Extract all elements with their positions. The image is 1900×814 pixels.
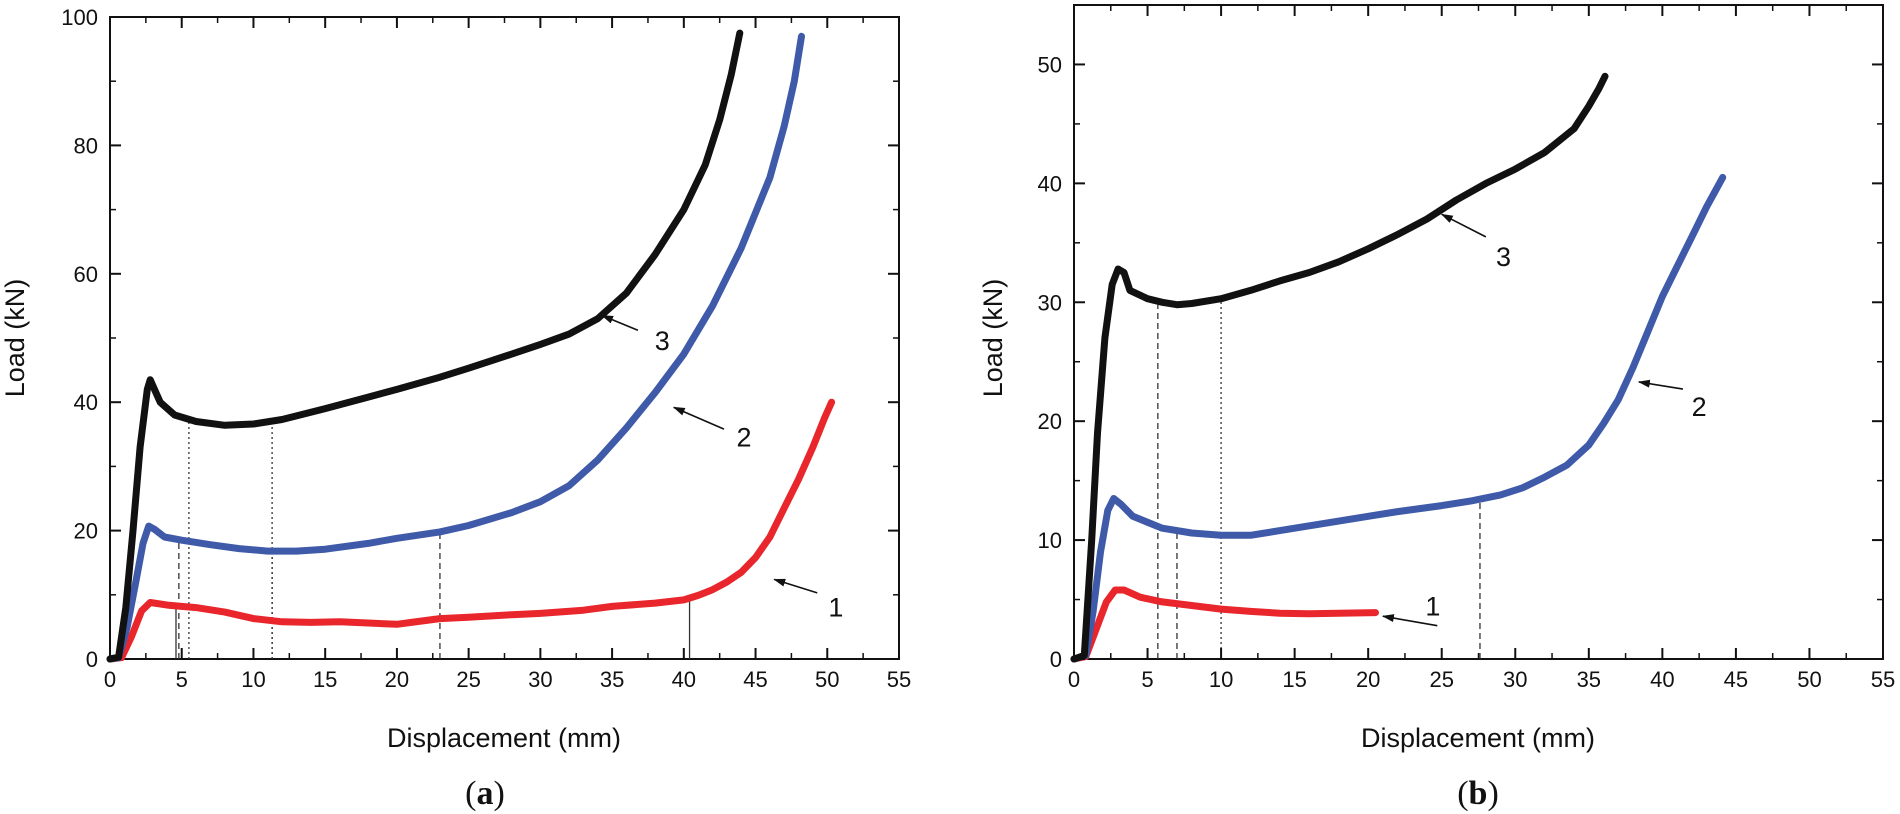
panel-b-droplines (1157, 299, 1481, 659)
curve-1-label: 1 (1425, 592, 1440, 622)
x-tick-label: 45 (1724, 667, 1748, 692)
y-tick-label: 40 (1038, 171, 1062, 196)
x-tick-label: 0 (1068, 667, 1080, 692)
series-2-curve (106, 32, 805, 663)
y-tick-label: 60 (74, 262, 98, 287)
x-tick-label: 45 (743, 667, 767, 692)
curve-2-label: 2 (737, 423, 752, 453)
x-tick-label: 25 (1429, 667, 1453, 692)
curve-1-label: 1 (828, 593, 843, 623)
panel-a-plot-frame (109, 16, 900, 660)
y-tick-label: 20 (74, 519, 98, 544)
panel-a-chart: 1 2 3 0 5 10 15 20 25 30 35 40 45 50 55 0 20 40 60 80 100 D… (0, 5, 911, 812)
x-tick-label: 30 (1503, 667, 1527, 692)
curve-1-arrow (1381, 614, 1438, 627)
y-tick-label: 0 (1050, 647, 1062, 672)
x-tick-label: 20 (385, 667, 409, 692)
panel-a-x-axis-label: Displacement (mm) (387, 723, 621, 753)
curve-3-label: 3 (1496, 242, 1511, 272)
panel-a-curves (106, 29, 836, 663)
y-tick-label: 30 (1038, 290, 1062, 315)
panel-b-y-axis-label: Load (kN) (978, 279, 1008, 398)
curve-2-arrow (1637, 379, 1684, 390)
series-2-curve (1070, 173, 1727, 663)
curve-3-label: 3 (655, 326, 670, 356)
x-tick-label: 10 (241, 667, 265, 692)
series-1-curve (106, 398, 836, 663)
panel-a-axis-ticks: 0 5 10 15 20 25 30 35 40 45 50 55 0 20 40 60 80 100 (61, 5, 911, 692)
series-1-curve (1070, 586, 1379, 663)
y-tick-label: 0 (86, 647, 98, 672)
panel-b-curves (1070, 72, 1727, 663)
x-tick-label: 35 (600, 667, 624, 692)
panel-a-y-axis-label: Load (kN) (0, 279, 30, 398)
panel-b-annotations: 1 2 3 (1381, 213, 1707, 627)
curve-3-arrow (601, 314, 639, 332)
curve-3-arrow (1440, 213, 1487, 238)
panel-a-annotations: 1 2 3 (601, 314, 843, 623)
panel-b-x-axis-label: Displacement (mm) (1361, 723, 1595, 753)
x-tick-label: 30 (528, 667, 552, 692)
x-tick-label: 5 (1141, 667, 1153, 692)
curve-2-arrow (672, 406, 725, 430)
x-tick-label: 10 (1209, 667, 1233, 692)
x-tick-label: 15 (313, 667, 337, 692)
panel-b-label: (b) (1457, 775, 1499, 812)
x-tick-label: 50 (1797, 667, 1821, 692)
x-tick-label: 55 (887, 667, 911, 692)
panel-b-chart: 1 2 3 0 5 10 15 20 25 30 35 40 45 50 55 0 10 20 30 40 50 Di… (978, 4, 1895, 812)
y-tick-label: 100 (61, 5, 98, 30)
x-tick-label: 40 (1650, 667, 1674, 692)
x-tick-label: 40 (672, 667, 696, 692)
x-tick-label: 55 (1871, 667, 1895, 692)
y-tick-label: 80 (74, 133, 98, 158)
y-tick-label: 40 (74, 390, 98, 415)
y-tick-label: 20 (1038, 409, 1062, 434)
y-tick-label: 50 (1038, 52, 1062, 77)
panel-a-label: (a) (465, 775, 505, 812)
y-tick-label: 10 (1038, 528, 1062, 553)
x-tick-label: 5 (176, 667, 188, 692)
x-tick-label: 0 (104, 667, 116, 692)
curve-1-arrow (773, 578, 818, 594)
x-tick-label: 15 (1282, 667, 1306, 692)
panel-b-axis-ticks: 0 5 10 15 20 25 30 35 40 45 50 55 0 10 20 30 40 50 (1038, 5, 1895, 692)
x-tick-label: 50 (815, 667, 839, 692)
x-tick-label: 35 (1577, 667, 1601, 692)
panel-b-plot-frame (1073, 4, 1884, 660)
series-3-curve (106, 29, 744, 663)
curve-2-label: 2 (1692, 392, 1707, 422)
x-tick-label: 20 (1356, 667, 1380, 692)
x-tick-label: 25 (456, 667, 480, 692)
series-3-curve (1070, 72, 1609, 663)
